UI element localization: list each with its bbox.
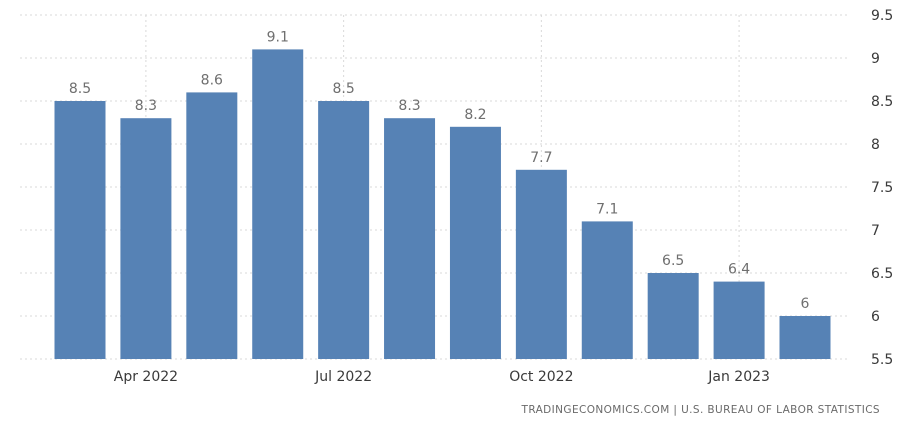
bar-value-label: 9.1 (267, 29, 289, 45)
y-tick-label: 6.5 (871, 266, 893, 282)
bar (186, 92, 238, 360)
bar (779, 316, 831, 359)
x-tick-label: Jan 2023 (707, 369, 770, 385)
x-axis-ticks: Apr 2022 Jul 2022 Oct 2022 Jan 2023 (114, 369, 770, 385)
y-tick-label: 8.5 (871, 94, 893, 110)
bar-value-label: 7.7 (530, 150, 552, 166)
bar (252, 49, 304, 360)
bar-value-label: 8.3 (398, 98, 420, 114)
y-tick-label: 7 (871, 223, 880, 239)
x-tick-label: Jul 2022 (314, 369, 372, 385)
x-tick-label: Oct 2022 (509, 369, 573, 385)
y-tick-label: 8 (871, 137, 880, 153)
bar-value-labels: 8.5 8.3 8.6 9.1 8.5 8.3 8.2 7.7 7.1 6.5 6.4 6 (69, 29, 810, 312)
y-tick-label: 9 (871, 51, 880, 67)
bar-value-label: 8.3 (135, 98, 157, 114)
bar-value-label: 6.4 (728, 262, 750, 278)
bars (54, 49, 831, 360)
bar-value-label: 8.5 (69, 81, 91, 97)
bar (318, 101, 370, 359)
bar (581, 221, 633, 359)
bar-value-label: 7.1 (596, 201, 618, 217)
bar-value-label: 8.5 (333, 81, 355, 97)
bar-value-label: 8.6 (201, 72, 223, 88)
bar (54, 101, 106, 359)
bar-value-label: 8.2 (464, 107, 486, 123)
y-tick-label: 5.5 (871, 352, 893, 368)
y-tick-label: 6 (871, 309, 880, 325)
bar (713, 281, 765, 359)
bar-value-label: 6 (801, 296, 810, 312)
bar-value-label: 6.5 (662, 253, 684, 269)
y-axis-ticks: 5.5 6 6.5 7 7.5 8 8.5 9 9.5 (871, 8, 893, 368)
source-credit: TRADINGECONOMICS.COM | U.S. BUREAU OF LA… (521, 404, 880, 416)
bar (120, 118, 172, 359)
x-tick-label: Apr 2022 (114, 369, 178, 385)
y-tick-label: 7.5 (871, 180, 893, 196)
bar (384, 118, 436, 359)
bar (515, 169, 567, 359)
bar (647, 273, 699, 359)
bar (449, 126, 501, 359)
y-tick-label: 9.5 (871, 8, 893, 24)
